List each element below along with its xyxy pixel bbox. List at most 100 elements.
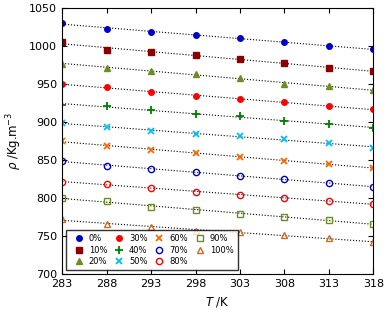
0% <box>282 40 287 44</box>
100% <box>104 222 109 226</box>
80% <box>104 182 109 186</box>
100% <box>193 229 198 233</box>
50% <box>104 125 109 129</box>
Line: 40%: 40% <box>58 101 377 132</box>
0% <box>237 36 242 40</box>
10% <box>193 54 198 57</box>
10% <box>60 40 64 44</box>
40% <box>149 108 153 112</box>
Line: 30%: 30% <box>59 81 376 112</box>
80% <box>149 187 153 190</box>
80% <box>282 196 287 199</box>
70% <box>282 177 287 181</box>
X-axis label: $\it{T}$ /K: $\it{T}$ /K <box>205 295 230 309</box>
100% <box>371 241 376 244</box>
60% <box>149 148 153 151</box>
10% <box>371 69 376 73</box>
50% <box>371 146 376 150</box>
40% <box>193 112 198 116</box>
Line: 60%: 60% <box>59 138 376 171</box>
Legend: 0%, 10%, 20%, 30%, 40%, 50%, 60%, 70%, 80%, 90%, 100%: 0%, 10%, 20%, 30%, 40%, 50%, 60%, 70%, 8… <box>66 230 237 270</box>
Line: 10%: 10% <box>59 39 376 74</box>
20% <box>282 82 287 86</box>
60% <box>371 166 376 170</box>
80% <box>237 193 242 197</box>
60% <box>326 162 331 166</box>
60% <box>282 159 287 163</box>
70% <box>371 185 376 189</box>
Line: 20%: 20% <box>59 61 376 94</box>
10% <box>237 57 242 61</box>
20% <box>104 66 109 69</box>
0% <box>60 22 64 25</box>
70% <box>237 174 242 178</box>
100% <box>149 225 153 229</box>
40% <box>60 103 64 107</box>
50% <box>60 121 64 125</box>
100% <box>60 217 64 221</box>
20% <box>149 69 153 72</box>
10% <box>282 61 287 65</box>
90% <box>282 215 287 218</box>
0% <box>193 33 198 37</box>
Y-axis label: $\it{\rho}$ /Kg.m$^{-3}$: $\it{\rho}$ /Kg.m$^{-3}$ <box>4 112 24 171</box>
20% <box>237 76 242 80</box>
80% <box>193 190 198 194</box>
0% <box>149 30 153 33</box>
90% <box>193 208 198 212</box>
70% <box>149 167 153 171</box>
30% <box>326 105 331 108</box>
50% <box>193 132 198 136</box>
40% <box>371 126 376 130</box>
0% <box>326 44 331 48</box>
Line: 70%: 70% <box>59 158 376 190</box>
90% <box>326 218 331 222</box>
20% <box>371 89 376 92</box>
60% <box>60 139 64 143</box>
Line: 80%: 80% <box>59 178 376 208</box>
50% <box>237 134 242 138</box>
100% <box>326 236 331 240</box>
90% <box>371 222 376 226</box>
60% <box>193 151 198 155</box>
Line: 50%: 50% <box>59 120 376 151</box>
50% <box>282 137 287 141</box>
40% <box>326 122 331 126</box>
50% <box>326 141 331 145</box>
40% <box>104 105 109 108</box>
30% <box>149 90 153 94</box>
90% <box>60 197 64 200</box>
70% <box>104 164 109 167</box>
20% <box>193 73 198 76</box>
90% <box>149 205 153 208</box>
10% <box>326 66 331 69</box>
80% <box>326 199 331 203</box>
Line: 0%: 0% <box>59 21 376 52</box>
60% <box>237 155 242 158</box>
80% <box>60 180 64 183</box>
90% <box>237 212 242 215</box>
30% <box>104 85 109 89</box>
30% <box>193 94 198 98</box>
20% <box>60 62 64 66</box>
100% <box>237 230 242 234</box>
0% <box>104 27 109 31</box>
Line: 90%: 90% <box>59 196 376 227</box>
80% <box>371 203 376 206</box>
40% <box>282 119 287 123</box>
10% <box>149 50 153 54</box>
Line: 100%: 100% <box>59 216 376 246</box>
90% <box>104 199 109 203</box>
30% <box>371 107 376 111</box>
70% <box>193 171 198 174</box>
0% <box>371 47 376 51</box>
30% <box>282 100 287 104</box>
50% <box>149 130 153 133</box>
70% <box>326 181 331 185</box>
20% <box>326 84 331 88</box>
100% <box>282 233 287 237</box>
40% <box>237 114 242 118</box>
70% <box>60 159 64 163</box>
10% <box>104 48 109 52</box>
30% <box>237 97 242 100</box>
